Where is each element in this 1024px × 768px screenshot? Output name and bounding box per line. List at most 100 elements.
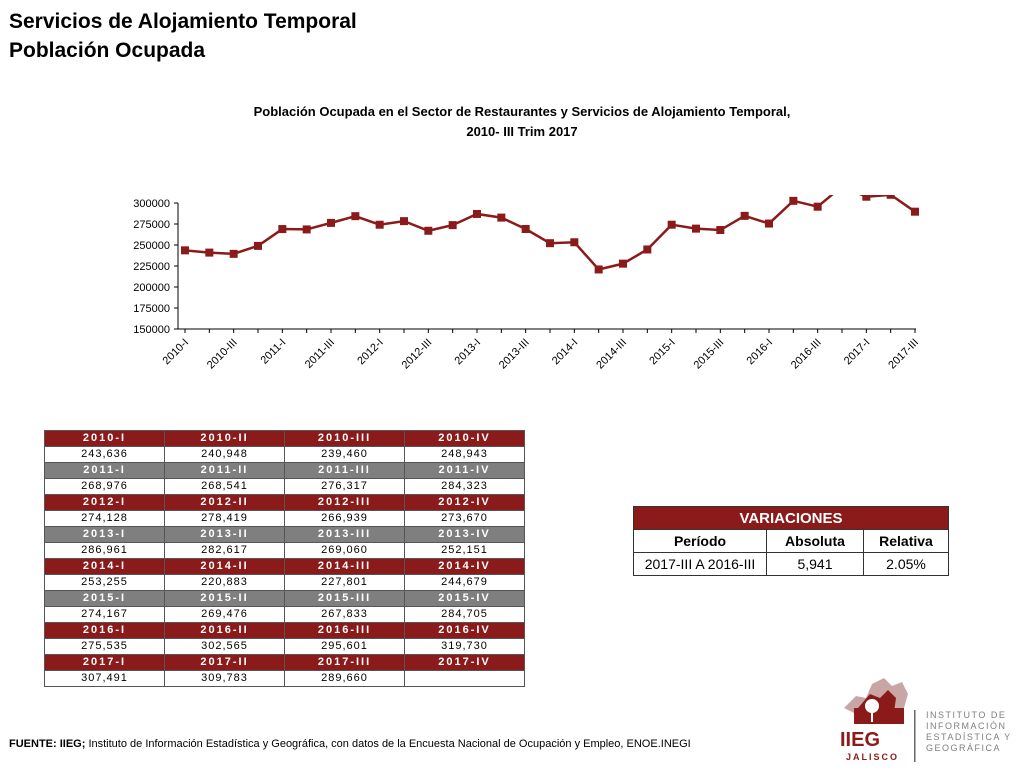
data-point (546, 239, 554, 248)
table-value-cell: 295,601 (284, 638, 405, 655)
table-value-cell: 282,617 (164, 542, 285, 559)
data-point (473, 209, 481, 218)
table-value-cell: 275,535 (44, 638, 165, 655)
table-value-cell: 289,660 (284, 670, 405, 687)
data-point (594, 265, 603, 274)
x-tick-label: 2014-III (594, 337, 629, 372)
data-point (327, 218, 335, 227)
data-point (254, 241, 262, 250)
data-point (400, 217, 408, 226)
table-header-cell: 2014-II (164, 558, 285, 575)
logo-line-4: GEOGRÁFICA (926, 743, 1001, 753)
x-tick-label: 2017-III (886, 337, 921, 372)
table-value-cell: 319,730 (404, 638, 525, 655)
data-point (521, 224, 530, 233)
table-header-cell: 2012-II (164, 494, 285, 511)
value-periodo: 2017-III A 2016-III (633, 552, 767, 576)
table-header-cell: 2014-III (284, 558, 405, 575)
table-value-cell: 253,255 (44, 574, 165, 591)
table-header-cell: 2017-II (164, 654, 285, 671)
table-header-cell: 2017-IV (404, 654, 525, 671)
data-point (643, 245, 652, 254)
data-point (716, 226, 725, 235)
table-value-cell: 302,565 (164, 638, 285, 655)
x-tick-label: 2010-III (205, 337, 240, 372)
x-tick-label: 2013-I (453, 337, 484, 368)
data-point (692, 224, 700, 233)
table-value-cell: 248,943 (404, 446, 525, 463)
table-value-cell: 220,883 (164, 574, 285, 591)
table-row: 274,128 278,419 266,939 273,670 (44, 510, 525, 527)
table-header-cell: 2014-IV (404, 558, 525, 575)
logo-line-3: ESTADÍSTICA Y (926, 732, 1012, 742)
table-header-cell: 2015-II (164, 590, 285, 607)
data-point (862, 195, 871, 201)
logo-abbr: IIEG (840, 729, 880, 751)
header-periodo: Período (633, 529, 767, 553)
data-point (886, 195, 895, 199)
chart-title: Población Ocupada en el Sector de Restau… (254, 104, 791, 119)
table-header-cell: 2013-I (44, 526, 165, 543)
y-tick-label: 275000 (133, 219, 170, 231)
header-absoluta: Absoluta (766, 529, 864, 553)
table-header-cell: 2016-IV (404, 622, 525, 639)
table-header-cell: 2013-III (284, 526, 405, 543)
iieg-logo: IIEG JALISCO INSTITUTO DE INFORMACIÓN ES… (840, 678, 1012, 762)
table-header-cell: 2017-I (44, 654, 165, 671)
data-point (838, 182, 846, 190)
table-row: 274,167 269,476 267,833 284,705 (44, 606, 525, 623)
table-row: 307,491 309,783 289,660 (44, 670, 525, 687)
table-header-cell: 2016-I (44, 622, 165, 639)
table-value-cell (404, 670, 525, 687)
y-tick-label: 300000 (133, 198, 170, 210)
y-tick-label: 200000 (133, 282, 170, 294)
x-tick-label: 2015-III (692, 337, 727, 372)
table-header-cell: 2016-II (164, 622, 285, 639)
x-tick-label: 2010-I (161, 337, 192, 368)
y-tick-label: 250000 (133, 240, 170, 252)
y-tick-label: 150000 (133, 324, 170, 336)
table-header-row: 2011-I 2011-II 2011-III 2011-IV (44, 462, 525, 479)
table-header-row: 2015-I 2015-II 2015-III 2015-IV (44, 590, 525, 607)
table-header-cell: 2011-II (164, 462, 285, 479)
source-text: Instituto de Información Estadística y G… (88, 738, 691, 750)
table-header-cell: 2015-IV (404, 590, 525, 607)
table-header-cell: 2010-II (164, 430, 285, 447)
table-value-cell: 268,541 (164, 478, 285, 495)
table-header-row: 2013-I 2013-II 2013-III 2013-IV (44, 526, 525, 543)
y-tick-label: 225000 (133, 261, 170, 273)
table-header-cell: 2010-IV (404, 430, 525, 447)
data-point (424, 226, 433, 235)
data-point (570, 238, 579, 247)
table-value-cell: 266,939 (284, 510, 405, 527)
table-header-row: 2017-I 2017-II 2017-III 2017-IV (44, 654, 525, 671)
data-point (278, 225, 287, 234)
table-header-cell: 2015-I (44, 590, 165, 607)
x-tick-label: 2011-III (303, 337, 337, 371)
table-header-cell: 2010-I (44, 430, 165, 447)
table-value-cell: 269,476 (164, 606, 285, 623)
x-tick-label: 2012-III (400, 337, 435, 372)
table-header-cell: 2011-III (284, 462, 405, 479)
table-header-cell: 2011-I (44, 462, 165, 479)
data-point (351, 212, 360, 221)
table-header-row: 2010-I 2010-II 2010-III 2010-IV (44, 430, 525, 447)
data-point (205, 248, 214, 257)
table-value-cell: 274,167 (44, 606, 165, 623)
table-value-cell: 252,151 (404, 542, 525, 559)
value-relativa: 2.05% (863, 552, 949, 576)
table-value-cell: 239,460 (284, 446, 405, 463)
logo-line-1: INSTITUTO DE (926, 710, 1006, 720)
x-tick-label: 2016-I (745, 337, 776, 368)
data-point (497, 213, 506, 222)
table-row: 286,961 282,617 269,060 252,151 (44, 542, 525, 559)
table-value-cell: 278,419 (164, 510, 285, 527)
x-tick-label: 2013-III (497, 337, 532, 372)
table-row: 243,636 240,948 239,460 248,943 (44, 446, 525, 463)
x-tick-label: 2016-III (789, 337, 824, 372)
x-tick-label: 2017-I (842, 337, 873, 368)
logo-line-2: INFORMACIÓN (926, 721, 1007, 731)
table-value-cell: 273,670 (404, 510, 525, 527)
table-value-cell: 309,783 (164, 670, 285, 687)
data-point (667, 220, 676, 229)
